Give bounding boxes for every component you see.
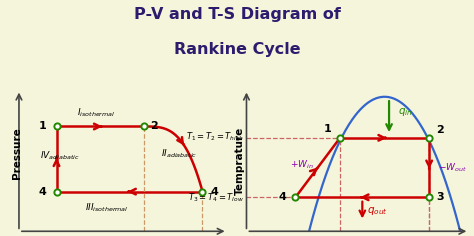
Text: 1: 1 [323, 124, 331, 134]
Text: Rankine Cycle: Rankine Cycle [173, 42, 301, 58]
Text: 3: 3 [436, 192, 444, 202]
Text: $\mathit{III}_{isothermal}$: $\mathit{III}_{isothermal}$ [85, 202, 128, 214]
Text: $\mathit{I}_{isothermal}$: $\mathit{I}_{isothermal}$ [77, 107, 116, 119]
Text: $-W_{out}$: $-W_{out}$ [438, 161, 467, 174]
Text: 2: 2 [436, 125, 444, 135]
Text: 4: 4 [279, 192, 287, 202]
Text: 1: 1 [38, 122, 46, 131]
Text: $q_{in}$: $q_{in}$ [398, 106, 413, 118]
Text: 2: 2 [150, 122, 158, 131]
Text: 4: 4 [38, 187, 46, 197]
Text: $T_3=T_4=T_{low}$: $T_3=T_4=T_{low}$ [188, 191, 244, 203]
Text: 4: 4 [211, 187, 219, 197]
Text: $T_1=T_2=T_{high}$: $T_1=T_2=T_{high}$ [186, 131, 244, 144]
Text: Temprature: Temprature [235, 126, 245, 195]
Text: P-V and T-S Diagram of: P-V and T-S Diagram of [134, 7, 340, 22]
Text: $\mathit{II}_{adiabatic}$: $\mathit{II}_{adiabatic}$ [161, 147, 197, 160]
Text: Pressure: Pressure [12, 127, 22, 179]
Text: $+W_{in}$: $+W_{in}$ [290, 159, 313, 171]
Text: $\mathit{IV}_{adiabatic}$: $\mathit{IV}_{adiabatic}$ [40, 150, 80, 162]
Text: $q_{out}$: $q_{out}$ [367, 206, 387, 217]
